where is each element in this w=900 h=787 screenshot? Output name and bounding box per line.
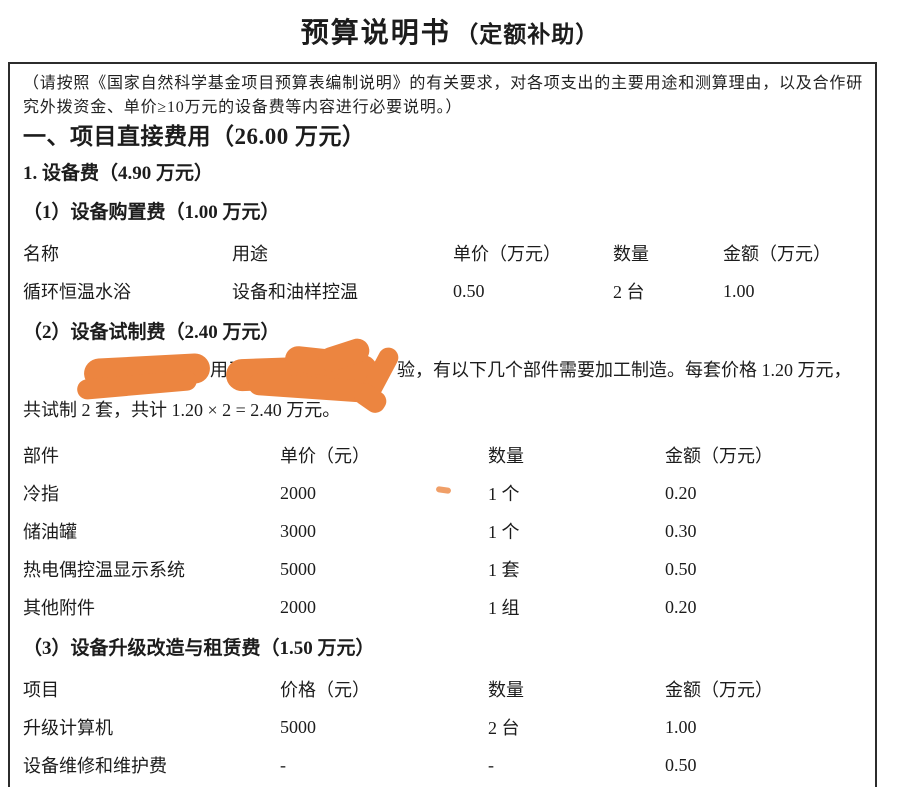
table-cell: 0.50 — [453, 280, 485, 301]
table-row: 设备维修和维护费 - - 0.50 — [23, 746, 863, 784]
table-header-row: 部件 单价（元） 数量 金额（万元） — [23, 436, 863, 474]
instruction-note: （请按照《国家自然科学基金项目预算表编制说明》的有关要求，对各项支出的主要用途和… — [23, 75, 864, 116]
table-cell: 1 套 — [488, 560, 520, 580]
table-cell: - — [280, 754, 286, 775]
table-header-cell: 金额（万元） — [723, 244, 831, 264]
table-cell: 循环恒温水浴 — [23, 282, 131, 302]
table-cell: 升级计算机 — [23, 718, 113, 738]
table-header-cell: 部件 — [23, 446, 59, 466]
table-cell: 2000 — [280, 596, 316, 617]
table-cell: 0.20 — [665, 482, 697, 503]
table-row: 升级计算机 5000 2 台 1.00 — [23, 708, 863, 746]
table-row: 其他附件 2000 1 组 0.20 — [23, 588, 863, 626]
table-cell: 5000 — [280, 558, 316, 579]
table-cell: 热电偶控温显示系统 — [23, 560, 185, 580]
table-header-cell: 数量 — [613, 244, 649, 264]
table-cell: 设备和油样控温 — [232, 282, 358, 302]
table-cell: 0.30 — [665, 520, 697, 541]
section-heading-trial: （2）设备试制费（2.40 万元） — [23, 322, 280, 343]
table-header-cell: 数量 — [488, 446, 524, 466]
table-cell: 其他附件 — [23, 598, 95, 618]
table-cell: - — [488, 754, 494, 775]
table-cell: 0.50 — [665, 558, 697, 579]
table-header-row: 项目 价格（元） 数量 金额（万元） — [23, 670, 863, 708]
table-cell: 2000 — [280, 482, 316, 503]
table-cell: 储油罐 — [23, 522, 77, 542]
table-cell: 5000 — [280, 716, 316, 737]
table-cell: 0.20 — [665, 596, 697, 617]
table-cell: 0.50 — [665, 754, 697, 775]
section-heading-direct-cost: 一、项目直接费用（26.00 万元） — [23, 124, 366, 149]
table-cell: 1.00 — [665, 716, 697, 737]
section-heading-purchase: （1）设备购置费（1.00 万元） — [23, 202, 280, 223]
table-header-cell: 名称 — [23, 244, 59, 264]
table-row: 冷指 2000 1 个 0.20 — [23, 474, 863, 512]
section-heading-upgrade: （3）设备升级改造与租赁费（1.50 万元） — [23, 638, 375, 659]
document-border-box: （请按照《国家自然科学基金项目预算表编制说明》的有关要求，对各项支出的主要用途和… — [8, 62, 877, 787]
trial-paragraph-line2: 共试制 2 套，共计 1.20 × 2 = 2.40 万元。 — [23, 400, 341, 420]
table-header-cell: 单价（万元） — [453, 244, 561, 264]
table-header-cell: 金额（万元） — [665, 446, 773, 466]
table-header-cell: 项目 — [23, 680, 59, 700]
table-row: 循环恒温水浴 设备和油样控温 0.50 2 台 1.00 — [23, 272, 863, 310]
page-title-main: 预算说明书 — [300, 17, 451, 48]
page-title-suffix: （定额补助） — [455, 21, 600, 47]
purchase-table: 名称 用途 单价（万元） 数量 金额（万元） 循环恒温水浴 设备和油样控温 0.… — [23, 234, 863, 310]
page-title: 预算说明书 （定额补助） — [0, 0, 900, 51]
table-header-cell: 用途 — [232, 244, 268, 264]
table-row: 储油罐 3000 1 个 0.30 — [23, 512, 863, 550]
table-cell: 1 组 — [488, 598, 520, 618]
table-cell: 1.00 — [723, 280, 755, 301]
table-cell: 冷指 — [23, 484, 59, 504]
table-header-cell: 价格（元） — [280, 680, 370, 700]
visible-text-fragment: 验，有以下几个部件需要加工制造。每套价格 1.20 万元， — [397, 360, 852, 380]
table-header-row: 名称 用途 单价（万元） 数量 金额（万元） — [23, 234, 863, 272]
trial-description-paragraph: 用于验，有以下几个部件需要加工制造。每套价格 1.20 万元， 共试制 2 套，… — [23, 335, 863, 430]
table-cell: 3000 — [280, 520, 316, 541]
table-row: 热电偶控温显示系统 5000 1 套 0.50 — [23, 550, 863, 588]
table-cell: 设备维修和维护费 — [23, 756, 167, 776]
trial-table: 部件 单价（元） 数量 金额（万元） 冷指 2000 1 个 0.20 储油罐 … — [23, 436, 863, 626]
table-cell: 2 台 — [613, 282, 645, 302]
table-cell: 2 台 — [488, 718, 520, 738]
table-header-cell: 单价（元） — [280, 446, 370, 466]
section-heading-equipment-fee: 1. 设备费（4.90 万元） — [23, 163, 214, 184]
table-cell: 1 个 — [488, 484, 520, 504]
table-header-cell: 数量 — [488, 680, 524, 700]
table-header-cell: 金额（万元） — [665, 680, 773, 700]
upgrade-table: 项目 价格（元） 数量 金额（万元） 升级计算机 5000 2 台 1.00 设… — [23, 670, 863, 784]
table-cell: 1 个 — [488, 522, 520, 542]
